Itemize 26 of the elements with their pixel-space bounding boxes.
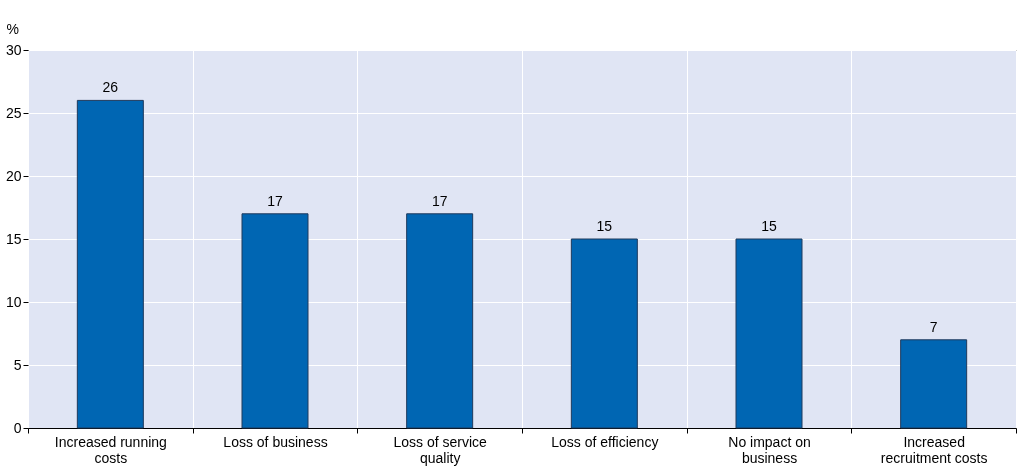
- x-tick-label: Increased running costs: [54, 433, 167, 466]
- data-label: 15: [761, 218, 777, 234]
- bar: [406, 213, 474, 429]
- y-tick-label: 25: [5, 104, 22, 121]
- bar: [241, 213, 309, 429]
- data-label: 17: [267, 192, 283, 209]
- y-axis-title: %: [6, 20, 19, 37]
- x-tick-label: Loss of business: [223, 433, 328, 450]
- data-label: 15: [596, 218, 613, 234]
- y-tick-label: 20: [5, 167, 22, 184]
- bar: [900, 339, 968, 429]
- y-tick-label: 0: [13, 419, 22, 436]
- y-tick-label: 15: [5, 230, 22, 247]
- data-label: 7: [929, 318, 938, 335]
- data-label: 26: [102, 79, 119, 96]
- bar: [570, 238, 638, 429]
- x-tick-label: Loss of service quality: [393, 433, 488, 466]
- y-tick-label: 5: [13, 356, 22, 373]
- bar: [735, 238, 803, 429]
- x-tick-label: Increased recruitment costs: [880, 433, 988, 466]
- y-tick-label: 30: [5, 41, 22, 58]
- bar: [76, 99, 144, 429]
- y-tick-label: 10: [5, 293, 22, 310]
- data-label: 17: [431, 192, 448, 209]
- x-tick-label: No impact on business: [728, 433, 811, 466]
- x-tick-label: Loss of efficiency: [551, 433, 659, 450]
